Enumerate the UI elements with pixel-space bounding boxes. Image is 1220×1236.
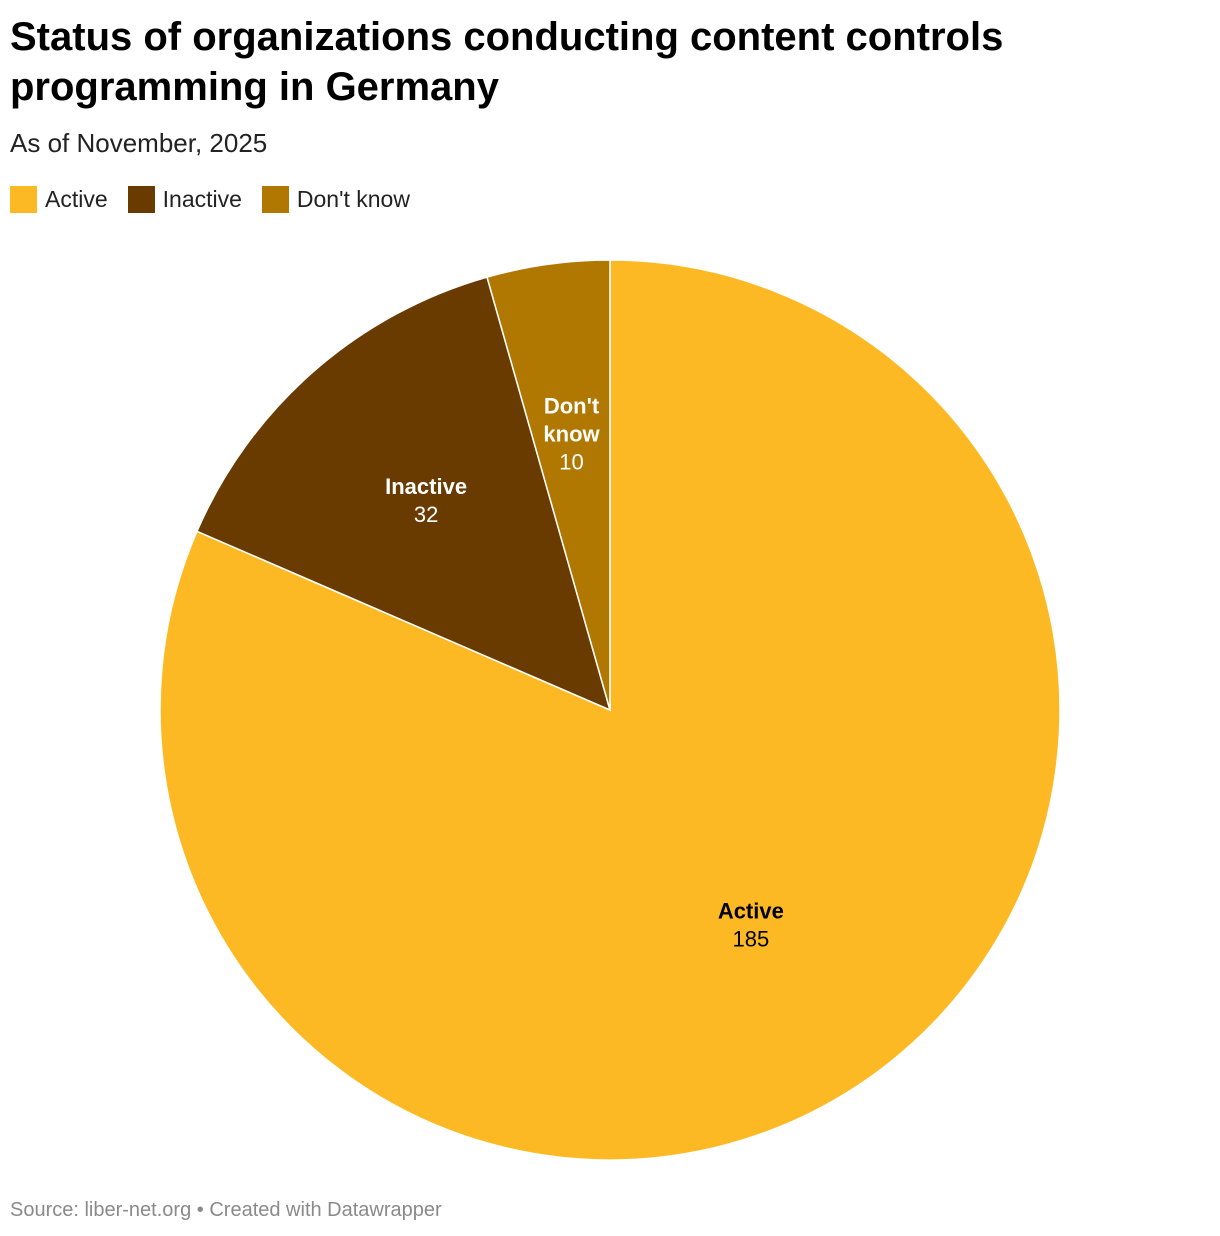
legend-swatch-dont-know [261,186,289,213]
pie-slice-inactive [195,276,612,712]
slice-value-dont-know: 10 [559,450,583,475]
legend-item-active: Active [10,186,108,213]
slice-label-active: Active [718,898,784,923]
legend: Active Inactive Don't know [10,186,410,213]
pie-slice-dont-know [486,259,611,711]
slice-value-active: 185 [732,926,769,951]
slice-label-inactive: Inactive [385,474,467,499]
source-link[interactable]: Source: liber-net.org [10,1199,192,1221]
chart-subtitle: As of November, 2025 [10,128,268,158]
legend-label-dont-know: Don't know [296,186,410,212]
slice-label-dont-know-line1: Don't [544,394,600,419]
legend-label-inactive: Inactive [162,186,242,212]
chart-title: Status of organizations conducting conte… [10,15,1004,109]
legend-item-inactive: Inactive [127,186,242,213]
legend-label-active: Active [45,186,108,212]
credit-link[interactable]: Created with Datawrapper [209,1199,442,1221]
slice-label-dont-know-line2: know [543,422,600,447]
slice-value-inactive: 32 [414,502,438,527]
legend-swatch-inactive [127,186,155,213]
legend-item-dont-know: Don't know [261,186,410,213]
footer-separator: • [196,1199,204,1221]
footer: Source: liber-net.org • Created with Dat… [10,1199,442,1222]
legend-swatch-active [10,186,37,213]
